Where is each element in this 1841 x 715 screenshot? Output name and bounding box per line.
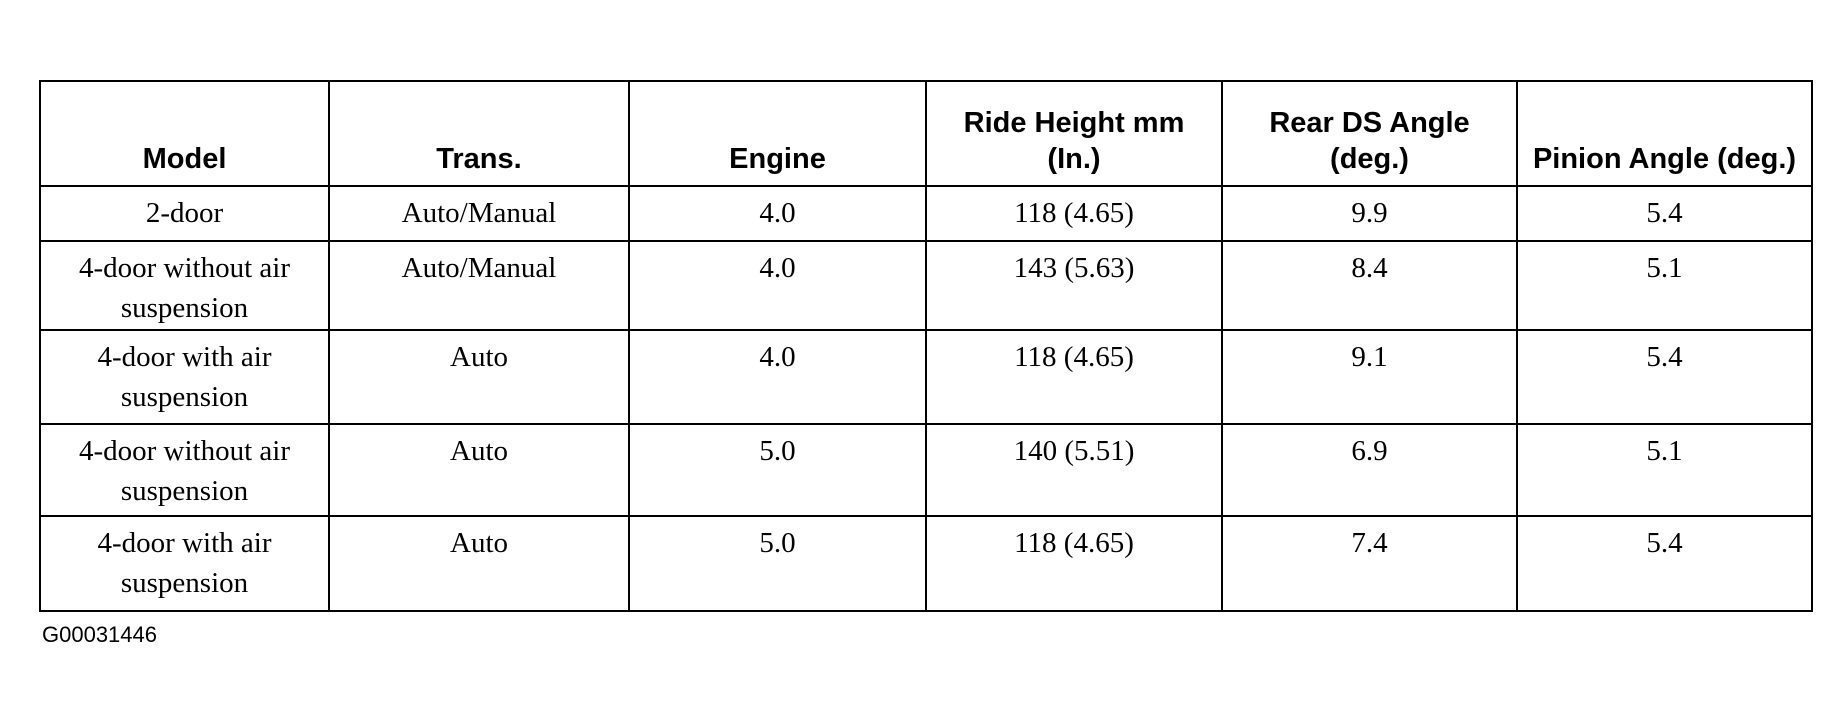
table-cell: 4.0 [628,329,927,425]
header-cell: Rear DS Angle (deg.) [1221,80,1518,187]
header-row: Model Trans. Engine Ride Height mm (In.) Rea… [39,80,1813,187]
table-cell: Auto [328,515,630,612]
table-cell: 9.9 [1221,185,1518,242]
table-cell: 5.4 [1516,185,1813,242]
table-cell: 118 (4.65) [925,515,1223,612]
table-body: 2-door Auto/Manual 4.0 118 (4.65) 9.9 5.4 4-do… [39,185,1813,612]
header-cell: Ride Height mm (In.) [925,80,1223,187]
table-cell: 4-door without air suspension [39,240,330,331]
spec-table: Model Trans. Engine Ride Height mm (In.) Rea… [39,80,1813,612]
table-cell: 143 (5.63) [925,240,1223,331]
table-cell: 118 (4.65) [925,185,1223,242]
table-cell: 5.4 [1516,329,1813,425]
header-cell: Pinion Angle (deg.) [1516,80,1813,187]
table-cell: 5.0 [628,423,927,517]
table-cell: 140 (5.51) [925,423,1223,517]
header-cell: Engine [628,80,927,187]
table-cell: 5.0 [628,515,927,612]
table-cell: 9.1 [1221,329,1518,425]
table-cell: 5.1 [1516,423,1813,517]
table-cell: 4-door with air suspension [39,515,330,612]
table-cell: 4.0 [628,240,927,331]
table-cell: 8.4 [1221,240,1518,331]
table-cell: 5.1 [1516,240,1813,331]
table-row: 4-door with air suspension Auto 4.0 118 (4.… [39,329,1813,425]
table-cell: 5.4 [1516,515,1813,612]
table-cell: 4.0 [628,185,927,242]
table-row: 4-door without air suspension Auto/Manual… [39,240,1813,331]
table-cell: 2-door [39,185,330,242]
table-cell: Auto/Manual [328,240,630,331]
table-cell: 7.4 [1221,515,1518,612]
table-cell: Auto [328,423,630,517]
figure-code: G00031446 [42,622,157,647]
table-cell: 6.9 [1221,423,1518,517]
table-row: 4-door with air suspension Auto 5.0 118 (4.… [39,515,1813,612]
table-cell: 118 (4.65) [925,329,1223,425]
table-cell: Auto [328,329,630,425]
table-cell: Auto/Manual [328,185,630,242]
header-cell: Model [39,80,330,187]
table-cell: 4-door with air suspension [39,329,330,425]
header-cell: Trans. [328,80,630,187]
table-row: 4-door without air suspension Auto 5.0 140 … [39,423,1813,517]
table-row: 2-door Auto/Manual 4.0 118 (4.65) 9.9 5.4 [39,185,1813,242]
table-cell: 4-door without air suspension [39,423,330,517]
